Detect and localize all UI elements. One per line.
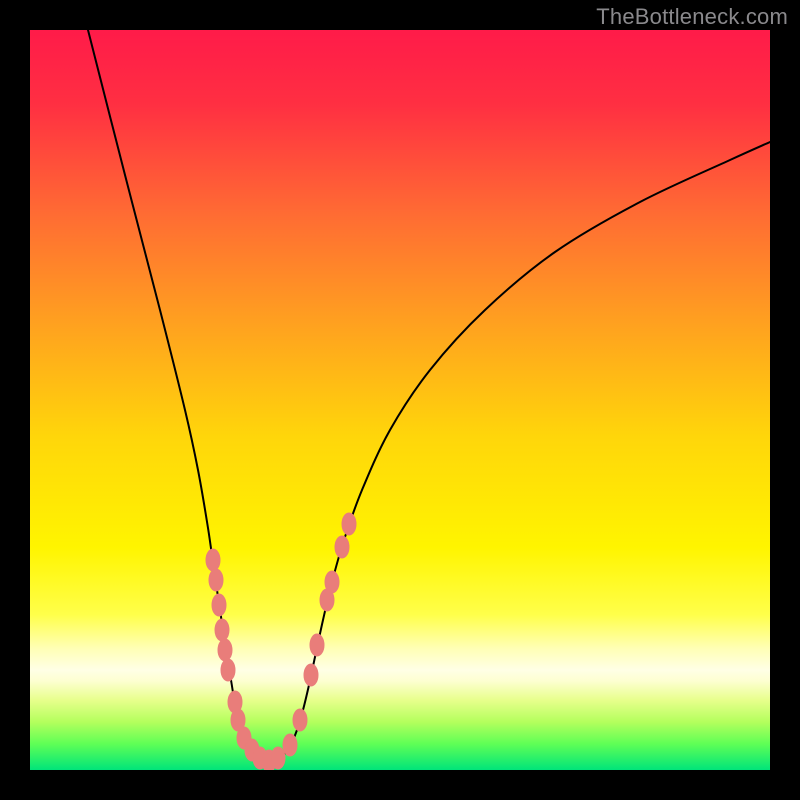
plot-area: [30, 30, 770, 770]
background-gradient: [30, 30, 770, 770]
watermark-text: TheBottleneck.com: [596, 4, 788, 30]
chart-frame: TheBottleneck.com: [0, 0, 800, 800]
